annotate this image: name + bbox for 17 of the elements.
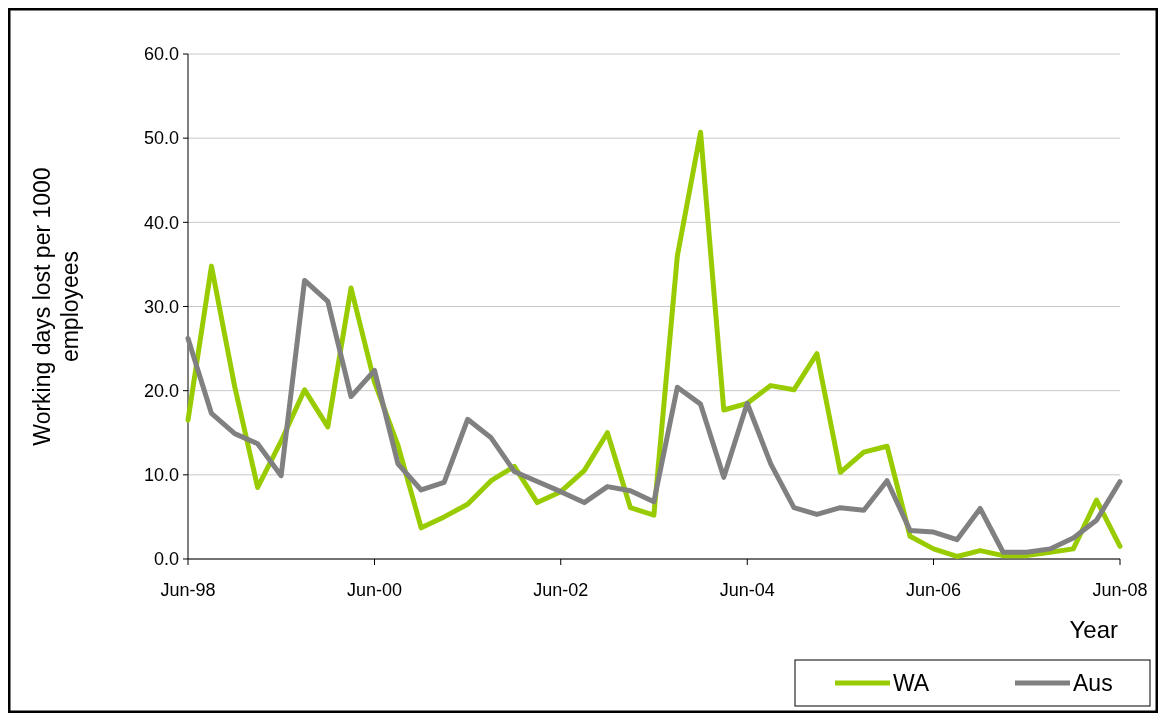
x-tick-label: Jun-02	[533, 580, 589, 600]
x-tick-label: Jun-04	[719, 580, 775, 600]
x-axis-title: Year	[1069, 616, 1118, 643]
y-tick-label: 50.0	[143, 128, 179, 149]
x-tick-label: Jun-98	[160, 580, 216, 600]
x-tick-label: Jun-06	[905, 580, 962, 600]
y-tick-label: 30.0	[143, 296, 179, 317]
y-tick-label: 60.0	[143, 44, 179, 65]
y-tick-label: 10.0	[143, 465, 179, 486]
y-tick-label: 0.0	[153, 549, 179, 570]
y-axis-title: Working days lost per 1000 employees	[29, 167, 83, 446]
legend-label: WA	[893, 670, 930, 697]
x-tick-label: Jun-08	[1092, 580, 1148, 600]
y-tick-label: 20.0	[143, 380, 179, 401]
legend-label: Aus	[1073, 670, 1113, 697]
y-tick-label: 40.0	[143, 212, 179, 233]
x-tick-label: Jun-00	[346, 580, 403, 600]
